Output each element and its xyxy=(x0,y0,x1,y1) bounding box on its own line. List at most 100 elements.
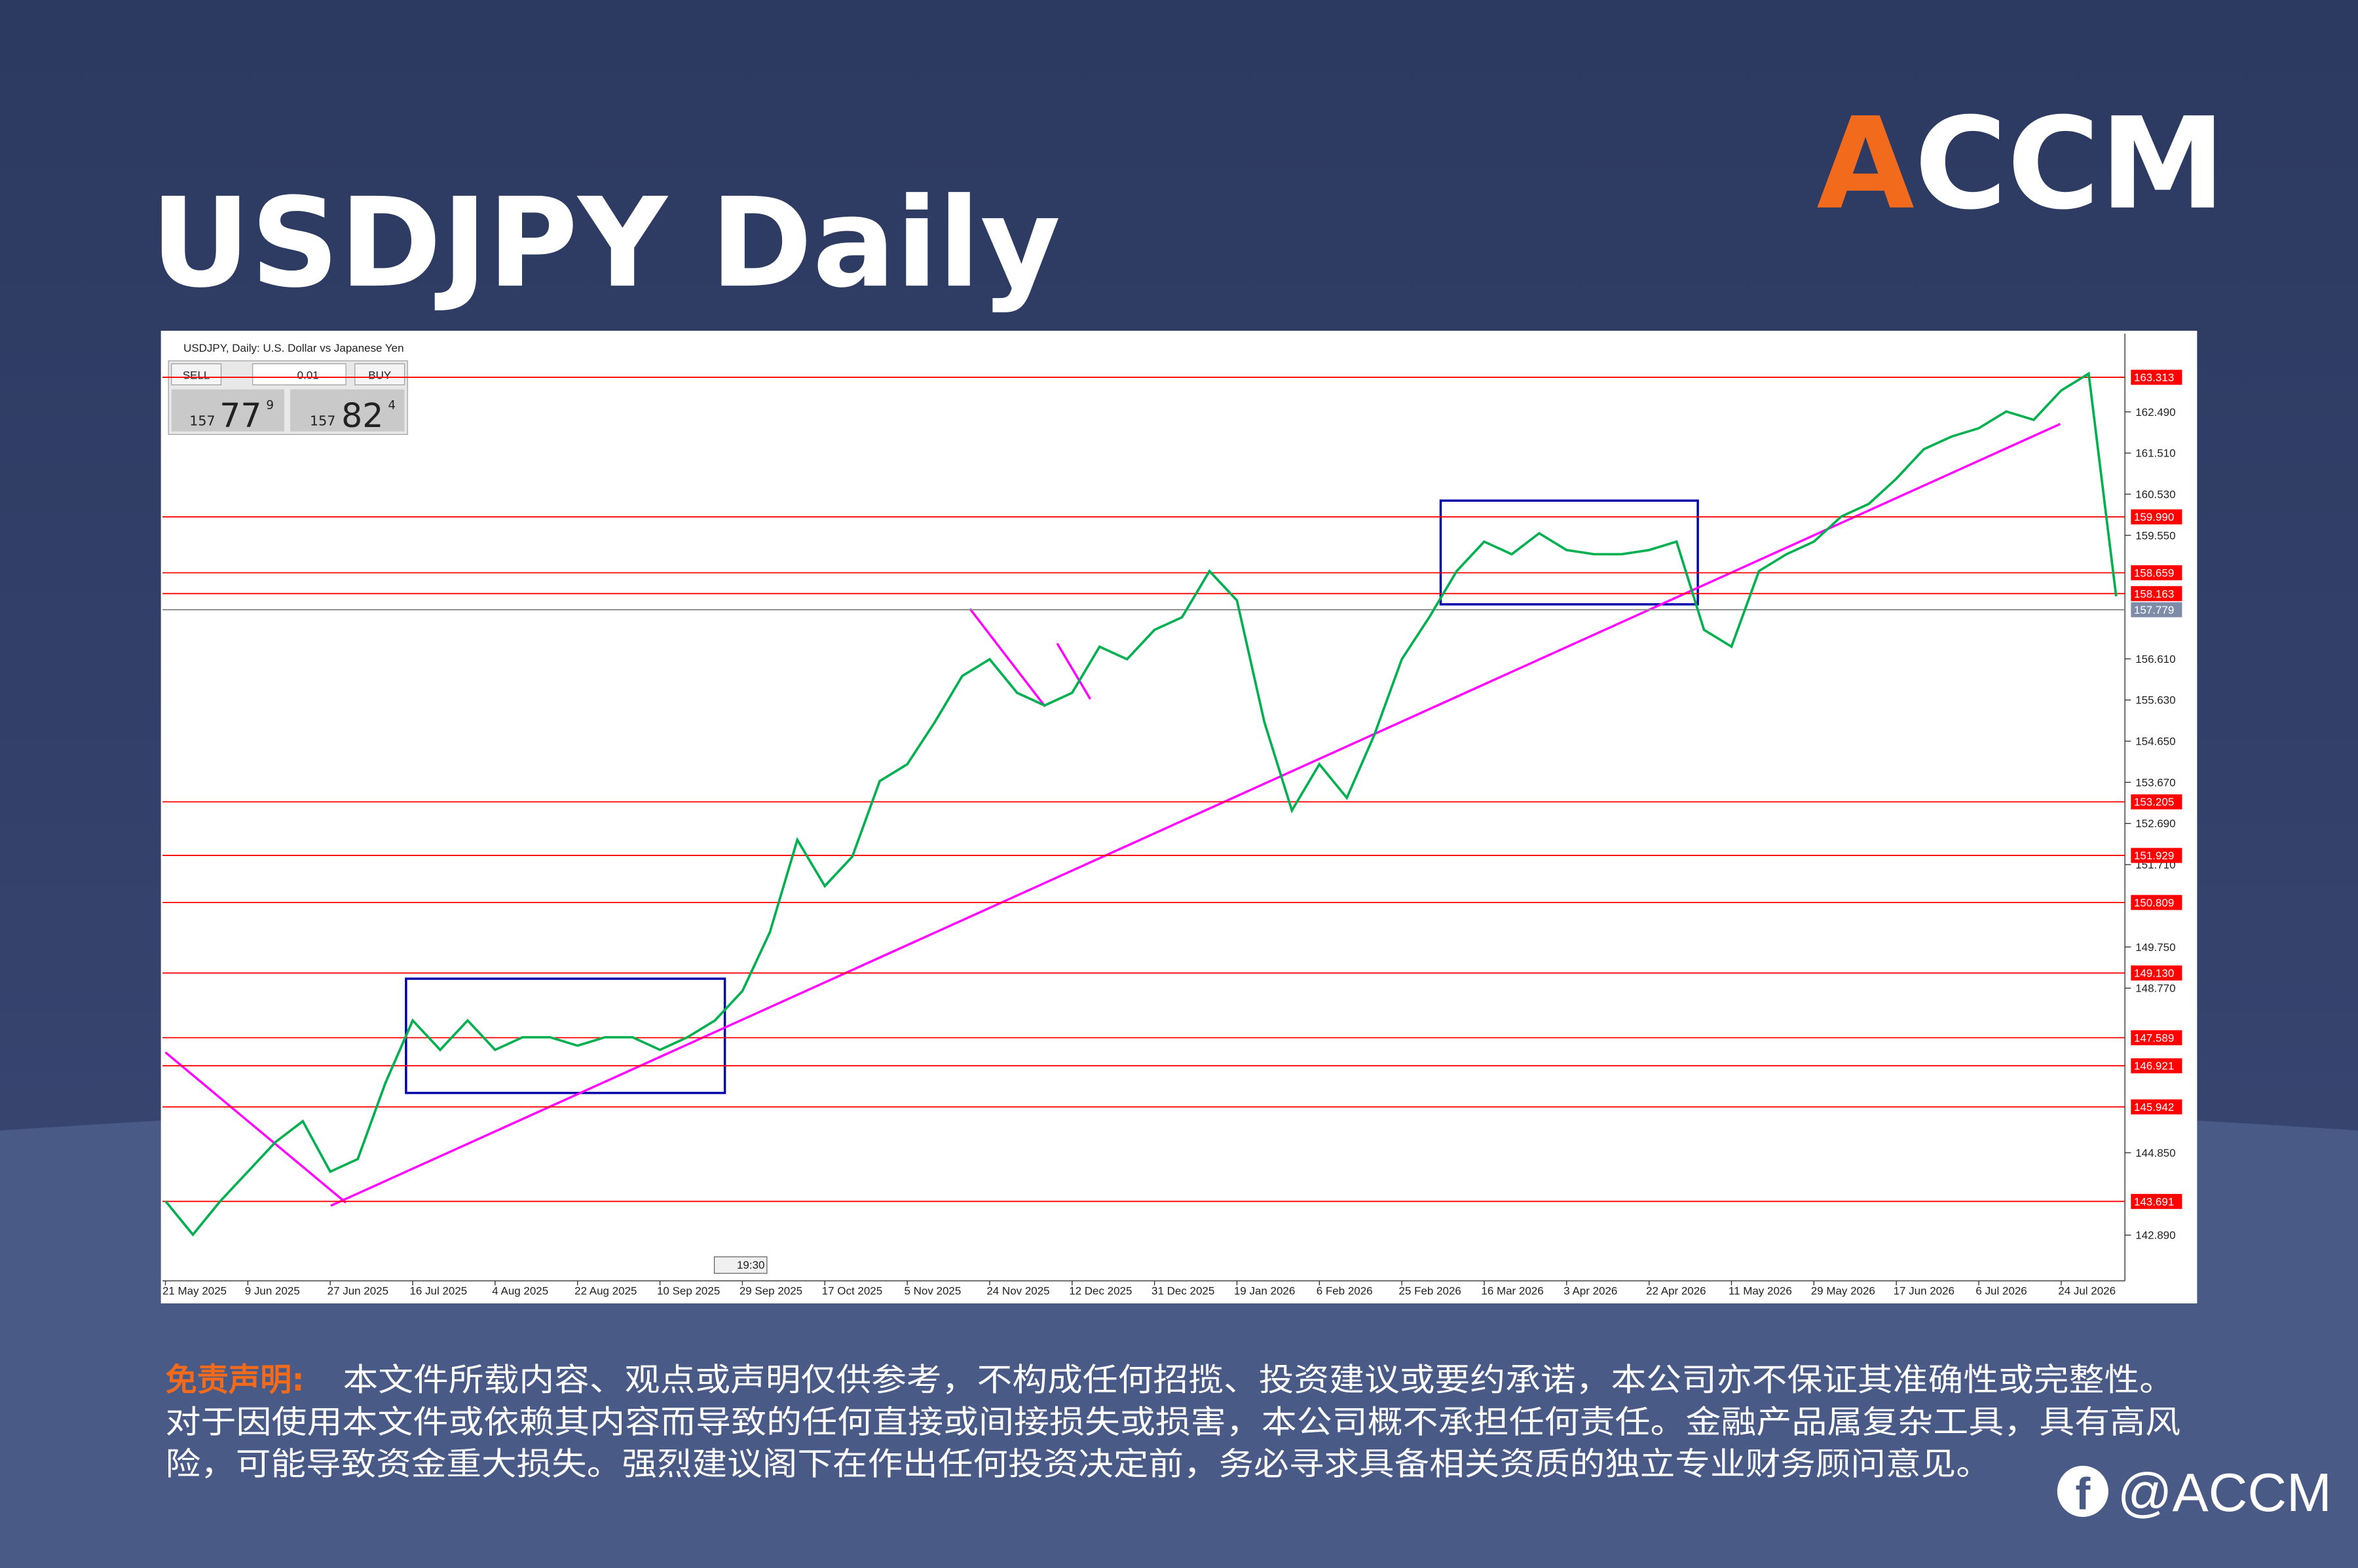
x-tick-label: 25 Feb 2026 xyxy=(1399,1284,1461,1297)
x-tick-label: 17 Jun 2026 xyxy=(1894,1284,1955,1297)
level-tag xyxy=(2131,369,2182,385)
range-box xyxy=(1439,499,1699,606)
bid-frac: 9 xyxy=(266,398,274,412)
page-title: USDJPY Daily xyxy=(151,172,1061,315)
y-tick-label: 144.850 xyxy=(2135,1147,2175,1159)
y-tick-label: 155.630 xyxy=(2135,694,2175,707)
disclaimer-line: 对于因使用本文件或依赖其内容而导致的任何直接或间接损失或损害，本公司概不承担任何… xyxy=(166,1404,2181,1440)
sell-label: SELL xyxy=(183,369,210,381)
lot-input[interactable] xyxy=(252,363,346,386)
time-marker-label: 19:30 xyxy=(737,1259,764,1271)
logo: ACCM xyxy=(1816,91,2225,238)
bid-box xyxy=(171,389,284,432)
bid-big: 157 xyxy=(189,413,215,429)
x-tick-label: 9 Jun 2025 xyxy=(245,1284,300,1297)
ask-pips: 82 xyxy=(341,396,383,435)
x-tick-label: 29 May 2026 xyxy=(1811,1284,1875,1297)
x-tick-label: 10 Sep 2025 xyxy=(657,1284,720,1297)
y-tick-label: 156.610 xyxy=(2135,653,2175,665)
level-tag xyxy=(2131,965,2182,981)
facebook-glyph: f xyxy=(2075,1468,2091,1519)
level-label: 146.921 xyxy=(2134,1060,2174,1072)
disclaimer-line: 免责声明: 本文件所载内容、观点或声明仅供参考，不构成任何招揽、投资建议或要约承诺… xyxy=(166,1362,2175,1398)
level-tag xyxy=(2131,848,2182,863)
x-tick-label: 6 Jul 2026 xyxy=(1975,1284,2027,1297)
y-tick-label: 149.750 xyxy=(2135,941,2175,954)
x-tick-label: 16 Jul 2025 xyxy=(409,1284,467,1297)
chart-title: USDJPY, Daily: U.S. Dollar vs Japanese Y… xyxy=(183,342,403,354)
sell-button[interactable] xyxy=(171,363,222,386)
x-tick-label: 6 Feb 2026 xyxy=(1317,1284,1373,1297)
level-tag xyxy=(2131,895,2182,910)
y-tick-label: 160.530 xyxy=(2135,488,2175,500)
x-tick-label: 17 Oct 2025 xyxy=(822,1284,882,1297)
level-label: 151.929 xyxy=(2134,849,2174,862)
current-price-tag xyxy=(2131,602,2182,618)
x-tick-label: 29 Sep 2025 xyxy=(739,1284,802,1297)
x-tick-label: 12 Dec 2025 xyxy=(1069,1284,1132,1297)
y-tick-label: 162.490 xyxy=(2135,406,2175,419)
buy-button[interactable] xyxy=(354,363,405,386)
y-tick-label: 153.670 xyxy=(2135,776,2175,789)
level-label: 163.313 xyxy=(2134,371,2174,384)
chart-panel xyxy=(160,330,2198,1304)
price-line xyxy=(164,371,2118,1237)
trendline xyxy=(969,608,1047,707)
level-label: 145.942 xyxy=(2134,1101,2174,1113)
bid-pips: 77 xyxy=(219,396,261,435)
level-label: 153.205 xyxy=(2134,796,2174,808)
x-tick-label: 31 Dec 2025 xyxy=(1151,1284,1214,1297)
ask-box xyxy=(290,389,405,432)
x-tick-label: 24 Nov 2025 xyxy=(986,1284,1049,1297)
x-tick-label: 24 Jul 2026 xyxy=(2058,1284,2116,1297)
buy-label: BUY xyxy=(368,369,391,381)
level-label: 150.809 xyxy=(2134,897,2174,909)
x-tick-label: 27 Jun 2025 xyxy=(328,1284,388,1297)
x-tick-label: 16 Mar 2026 xyxy=(1481,1284,1543,1297)
logo-accent: A xyxy=(1816,91,1914,238)
level-label: 143.691 xyxy=(2134,1195,2174,1208)
trendline xyxy=(164,1051,347,1204)
disclaimer-line: 险，可能导致资金重大损失。强烈建议阁下在作出任何投资决定前，务必寻求具备相关资质… xyxy=(166,1446,1991,1483)
annotations xyxy=(164,422,2061,1207)
trendline xyxy=(1056,643,1092,700)
level-label: 147.589 xyxy=(2134,1032,2174,1044)
level-tag xyxy=(2131,586,2182,601)
lot-value: 0.01 xyxy=(297,369,319,381)
level-tag xyxy=(2131,509,2182,525)
y-tick-label: 159.550 xyxy=(2135,529,2175,542)
time-marker xyxy=(713,1256,768,1274)
y-tick-label: 161.510 xyxy=(2135,447,2175,460)
footer-handle: @ACCM xyxy=(2118,1462,2332,1523)
x-tick-label: 11 May 2026 xyxy=(1729,1284,1792,1297)
trendline xyxy=(330,422,2061,1207)
x-tick-label: 22 Aug 2025 xyxy=(574,1284,637,1297)
level-tag xyxy=(2131,1099,2182,1115)
ask-frac: 4 xyxy=(388,398,396,412)
disclaimer-label: 免责声明: xyxy=(166,1362,305,1398)
level-tag xyxy=(2131,565,2182,580)
level-label: 158.659 xyxy=(2134,567,2174,579)
x-tick-label: 21 May 2025 xyxy=(162,1284,227,1297)
disclaimer-text: 本文件所载内容、观点或声明仅供参考，不构成任何招揽、投资建议或要约承诺，本公司亦… xyxy=(343,1362,2174,1398)
level-tag xyxy=(2131,1193,2182,1209)
current-price-label: 157.779 xyxy=(2134,604,2174,616)
x-tick-label: 4 Aug 2025 xyxy=(492,1284,548,1297)
level-label: 159.990 xyxy=(2134,511,2174,523)
level-tag xyxy=(2131,1030,2182,1045)
y-tick-label: 148.770 xyxy=(2135,982,2175,995)
y-tick-label: 142.890 xyxy=(2135,1229,2175,1242)
x-tick-label: 19 Jan 2026 xyxy=(1234,1284,1295,1297)
x-tick-label: 5 Nov 2025 xyxy=(905,1284,962,1297)
level-tag xyxy=(2131,794,2182,810)
x-tick-label: 22 Apr 2026 xyxy=(1646,1284,1706,1297)
level-label: 158.163 xyxy=(2134,588,2174,600)
trade-panel: SELL 0.01 BUY 157 77 9 157 82 4 xyxy=(168,360,408,435)
facebook-icon xyxy=(2057,1465,2108,1517)
logo-rest: CCM xyxy=(1915,91,2226,238)
level-label: 149.130 xyxy=(2134,967,2174,980)
ask-big: 157 xyxy=(310,413,335,429)
y-tick-label: 152.690 xyxy=(2135,817,2175,830)
